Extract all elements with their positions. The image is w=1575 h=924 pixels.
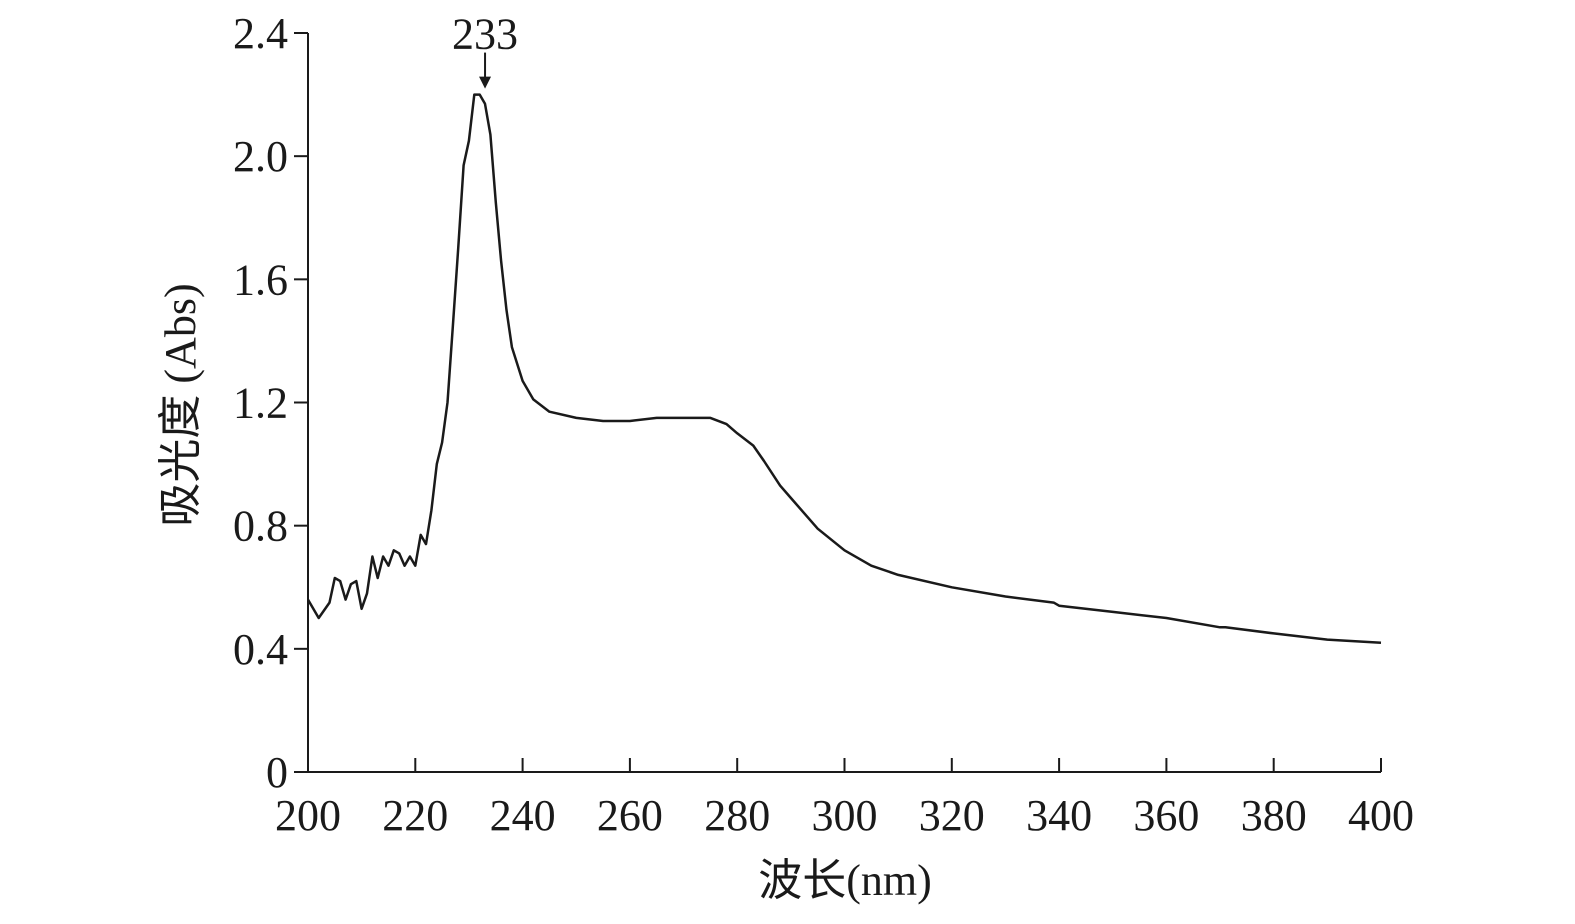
x-tick-label: 220 (382, 791, 448, 840)
y-tick-label: 0 (266, 748, 288, 797)
y-tick-label: 2.4 (233, 9, 288, 58)
annotation-label: 233 (452, 10, 518, 59)
x-tick-label: 300 (812, 791, 878, 840)
y-tick-label: 1.2 (233, 379, 288, 428)
y-tick-label: 1.6 (233, 255, 288, 304)
x-tick-label: 260 (597, 791, 663, 840)
x-tick-label: 340 (1026, 791, 1092, 840)
y-axis-label: 吸光度 (Abs) (156, 283, 205, 526)
data-line (306, 93, 1382, 644)
x-tick-label: 380 (1241, 791, 1307, 840)
x-tick-label: 200 (275, 791, 341, 840)
y-tick-label: 2.0 (233, 132, 288, 181)
x-tick-label: 280 (704, 791, 770, 840)
x-tick-label: 240 (490, 791, 556, 840)
annotation-arrowhead (479, 76, 492, 89)
x-tick-label: 360 (1133, 791, 1199, 840)
x-tick-label: 320 (919, 791, 985, 840)
y-tick-label: 0.4 (233, 625, 288, 674)
x-axis-label: 波长(nm) (758, 856, 932, 905)
x-tick-label: 400 (1348, 791, 1414, 840)
y-tick-label: 0.8 (233, 502, 288, 551)
